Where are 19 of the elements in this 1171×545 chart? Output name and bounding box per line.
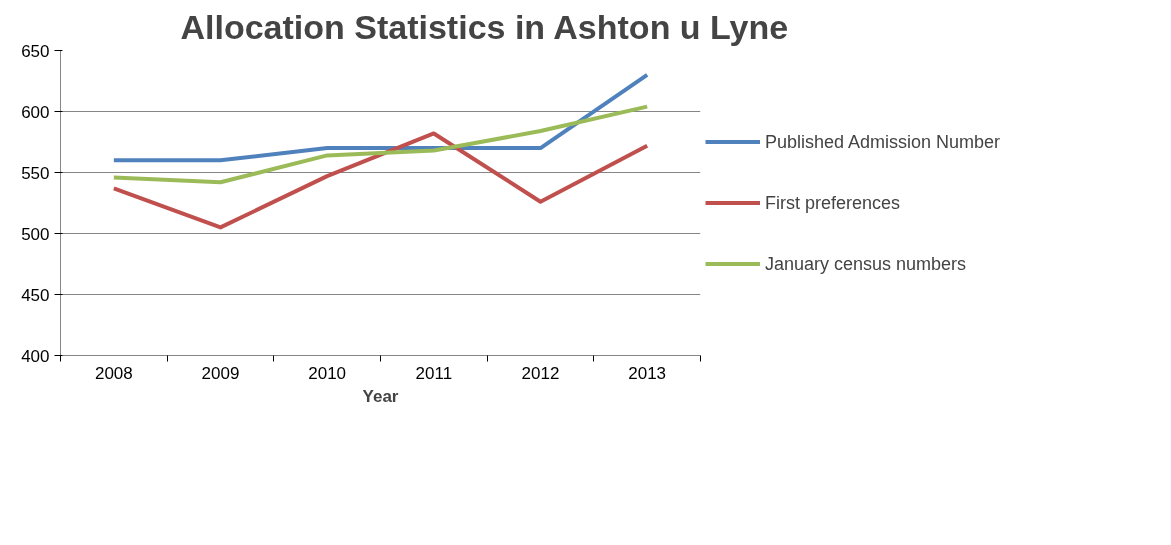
x-axis-title: Year [362,386,399,406]
x-tick-label: 2008 [94,363,133,383]
y-tick-label: 400 [21,346,50,366]
y-tick-label: 600 [21,102,50,122]
y-tick-label: 500 [21,224,50,244]
line-series [111,104,650,185]
y-tick-label: 550 [21,163,50,183]
y-tick-label: 650 [21,41,50,61]
line-series [111,131,650,230]
x-tick-label: 2013 [628,363,667,383]
x-tick-label: 2011 [415,363,453,383]
x-tick-label: 2010 [308,363,347,383]
legend-label: Published Admission Number [765,131,1001,152]
chart-title: Allocation Statistics in Ashton u Lyne [180,7,789,46]
x-tick-label: 2012 [521,363,560,383]
legend-label: First preferences [765,192,901,213]
legend-label: January census numbers [765,253,967,274]
y-tick-label: 450 [21,285,50,305]
x-tick-label: 2009 [201,363,240,383]
